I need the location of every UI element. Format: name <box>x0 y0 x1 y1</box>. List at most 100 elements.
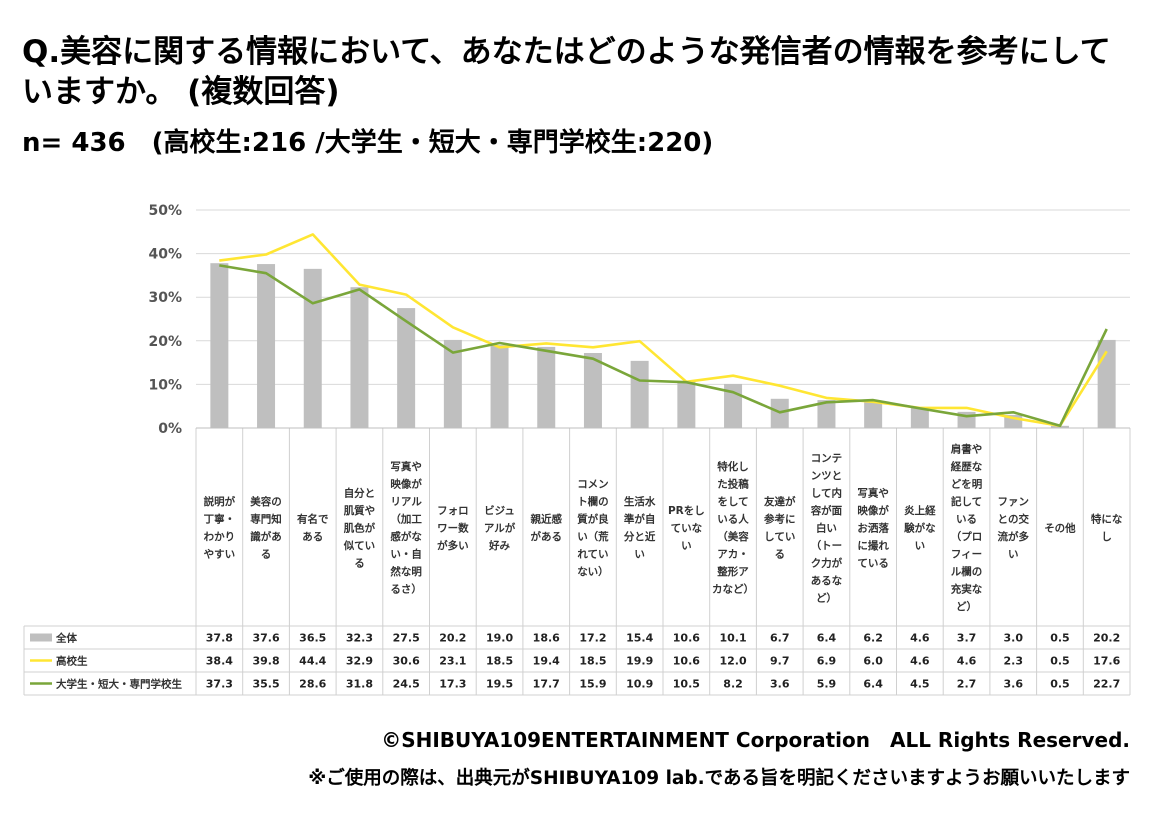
data-label: 22.7 <box>1093 678 1120 691</box>
x-tick-label: 整形ア <box>716 565 749 578</box>
bar-10 <box>677 381 696 428</box>
bar-6 <box>490 345 509 428</box>
x-tick-label: 映像が <box>857 504 889 517</box>
x-tick-label: がある <box>531 530 563 543</box>
data-label: 3.7 <box>957 632 977 645</box>
bar-5 <box>443 339 462 428</box>
x-tick-label: その他 <box>1044 521 1076 534</box>
x-tick-label: アルが <box>484 521 516 534</box>
data-label: 4.6 <box>910 655 930 668</box>
x-tick-label: が多い <box>437 539 469 552</box>
data-label: 0.5 <box>1050 678 1070 691</box>
data-label: 0.5 <box>1050 632 1070 645</box>
usage-notice: ※ご使用の際は、出典元がSHIBUYA109 lab.である旨を明記くださいます… <box>308 768 1130 789</box>
x-tick-label: 生活水 <box>624 495 656 508</box>
data-label: 6.4 <box>863 678 883 691</box>
data-label: 10.6 <box>673 655 700 668</box>
x-tick-label: 肩書や <box>951 443 983 456</box>
data-label: 18.5 <box>579 655 606 668</box>
x-tick-label: ている <box>857 557 889 569</box>
x-tick-label: 特にな <box>1091 513 1123 526</box>
legend-swatch-bar <box>30 633 52 642</box>
x-tick-label: 丁寧・ <box>204 513 236 526</box>
y-tick-label: 30% <box>148 290 182 306</box>
data-label: 10.1 <box>719 632 746 645</box>
x-tick-label: 炎上経 <box>904 504 936 517</box>
data-label: 4.5 <box>910 678 930 691</box>
data-label: 20.2 <box>439 632 466 645</box>
x-tick-label: 識があ <box>250 530 282 543</box>
x-tick-label: ワー数 <box>437 521 469 534</box>
x-tick-label: ある <box>302 530 323 543</box>
x-tick-label: ンツと <box>811 470 843 482</box>
data-label: 20.2 <box>1093 632 1120 645</box>
copyright-text: ©SHIBUYA109ENTERTAINMENT Corporation ALL… <box>381 728 1130 752</box>
data-label: 2.7 <box>957 678 977 691</box>
bar-19 <box>1097 339 1116 428</box>
x-tick-label: フィー <box>951 549 982 561</box>
sample-size-subtitle: n= 436 (高校生:216 /大学生・短大・専門学校生:220) <box>22 128 714 158</box>
x-tick-label: 記して <box>951 495 982 508</box>
x-tick-label: る <box>354 557 365 569</box>
y-tick-label: 40% <box>148 247 182 263</box>
y-tick-label: 50% <box>148 203 182 219</box>
x-tick-label: いる人 <box>717 513 749 526</box>
bar-4 <box>397 308 416 428</box>
x-tick-label: ト欄の <box>577 495 609 508</box>
x-tick-label: 容が面 <box>810 504 843 517</box>
x-tick-label: い <box>1008 549 1019 561</box>
x-tick-label: リアル <box>390 496 422 508</box>
data-label: 30.6 <box>393 655 420 668</box>
x-tick-label: 映像が <box>390 478 422 491</box>
data-label: 37.8 <box>206 632 233 645</box>
bar-9 <box>630 360 649 428</box>
data-label: 44.4 <box>299 655 326 668</box>
x-tick-label: ない） <box>577 565 609 578</box>
legend-label: 高校生 <box>56 655 88 668</box>
legend-label: 全体 <box>55 632 77 645</box>
data-label: 31.8 <box>346 678 373 691</box>
x-tick-label: して内 <box>811 486 842 499</box>
x-tick-label: （加工 <box>390 513 422 526</box>
bar-15 <box>910 407 929 428</box>
x-tick-label: い <box>915 540 926 552</box>
bar-0 <box>210 263 229 428</box>
series-line-2 <box>219 264 1108 428</box>
x-tick-label: （トー <box>811 539 843 552</box>
x-tick-label: 肌質や <box>344 504 376 517</box>
x-tick-label: 分と近 <box>624 530 656 543</box>
x-tick-label: い（荒 <box>577 530 609 543</box>
data-label: 15.9 <box>579 678 606 691</box>
x-tick-label: PRをし <box>668 505 705 517</box>
x-tick-label: いる <box>956 514 977 526</box>
x-tick-label: 写真や <box>390 460 422 473</box>
x-tick-label: ていな <box>671 522 703 534</box>
x-tick-label: （美容 <box>717 530 749 543</box>
x-tick-label: 専門知 <box>250 513 282 526</box>
x-tick-label: 経歴な <box>951 460 983 473</box>
bar-7 <box>537 346 556 428</box>
x-tick-label: 似てい <box>343 540 376 552</box>
x-tick-label: 然な明 <box>389 565 422 578</box>
x-tick-label: をして <box>717 496 748 508</box>
x-tick-label: る <box>775 549 786 561</box>
data-label: 32.3 <box>346 632 373 645</box>
x-tick-label: ファン <box>998 496 1030 508</box>
x-tick-label: い・自 <box>390 548 422 561</box>
x-tick-label: 特化し <box>717 460 749 473</box>
data-label: 10.6 <box>673 632 700 645</box>
x-tick-label: （プロ <box>951 530 983 543</box>
x-tick-label: れてい <box>577 549 608 561</box>
data-label: 17.3 <box>439 678 466 691</box>
data-label: 32.9 <box>346 655 373 668</box>
data-label: 3.6 <box>1004 678 1024 691</box>
x-tick-label: やすい <box>204 549 236 561</box>
x-tick-label: 感がな <box>390 530 422 543</box>
data-label: 15.4 <box>626 632 653 645</box>
x-tick-label: 説明が <box>204 495 236 508</box>
y-tick-label: 20% <box>148 334 182 350</box>
x-tick-label: 質が良 <box>577 513 609 526</box>
x-tick-label: 準が自 <box>624 513 656 526</box>
data-label: 17.7 <box>533 678 560 691</box>
